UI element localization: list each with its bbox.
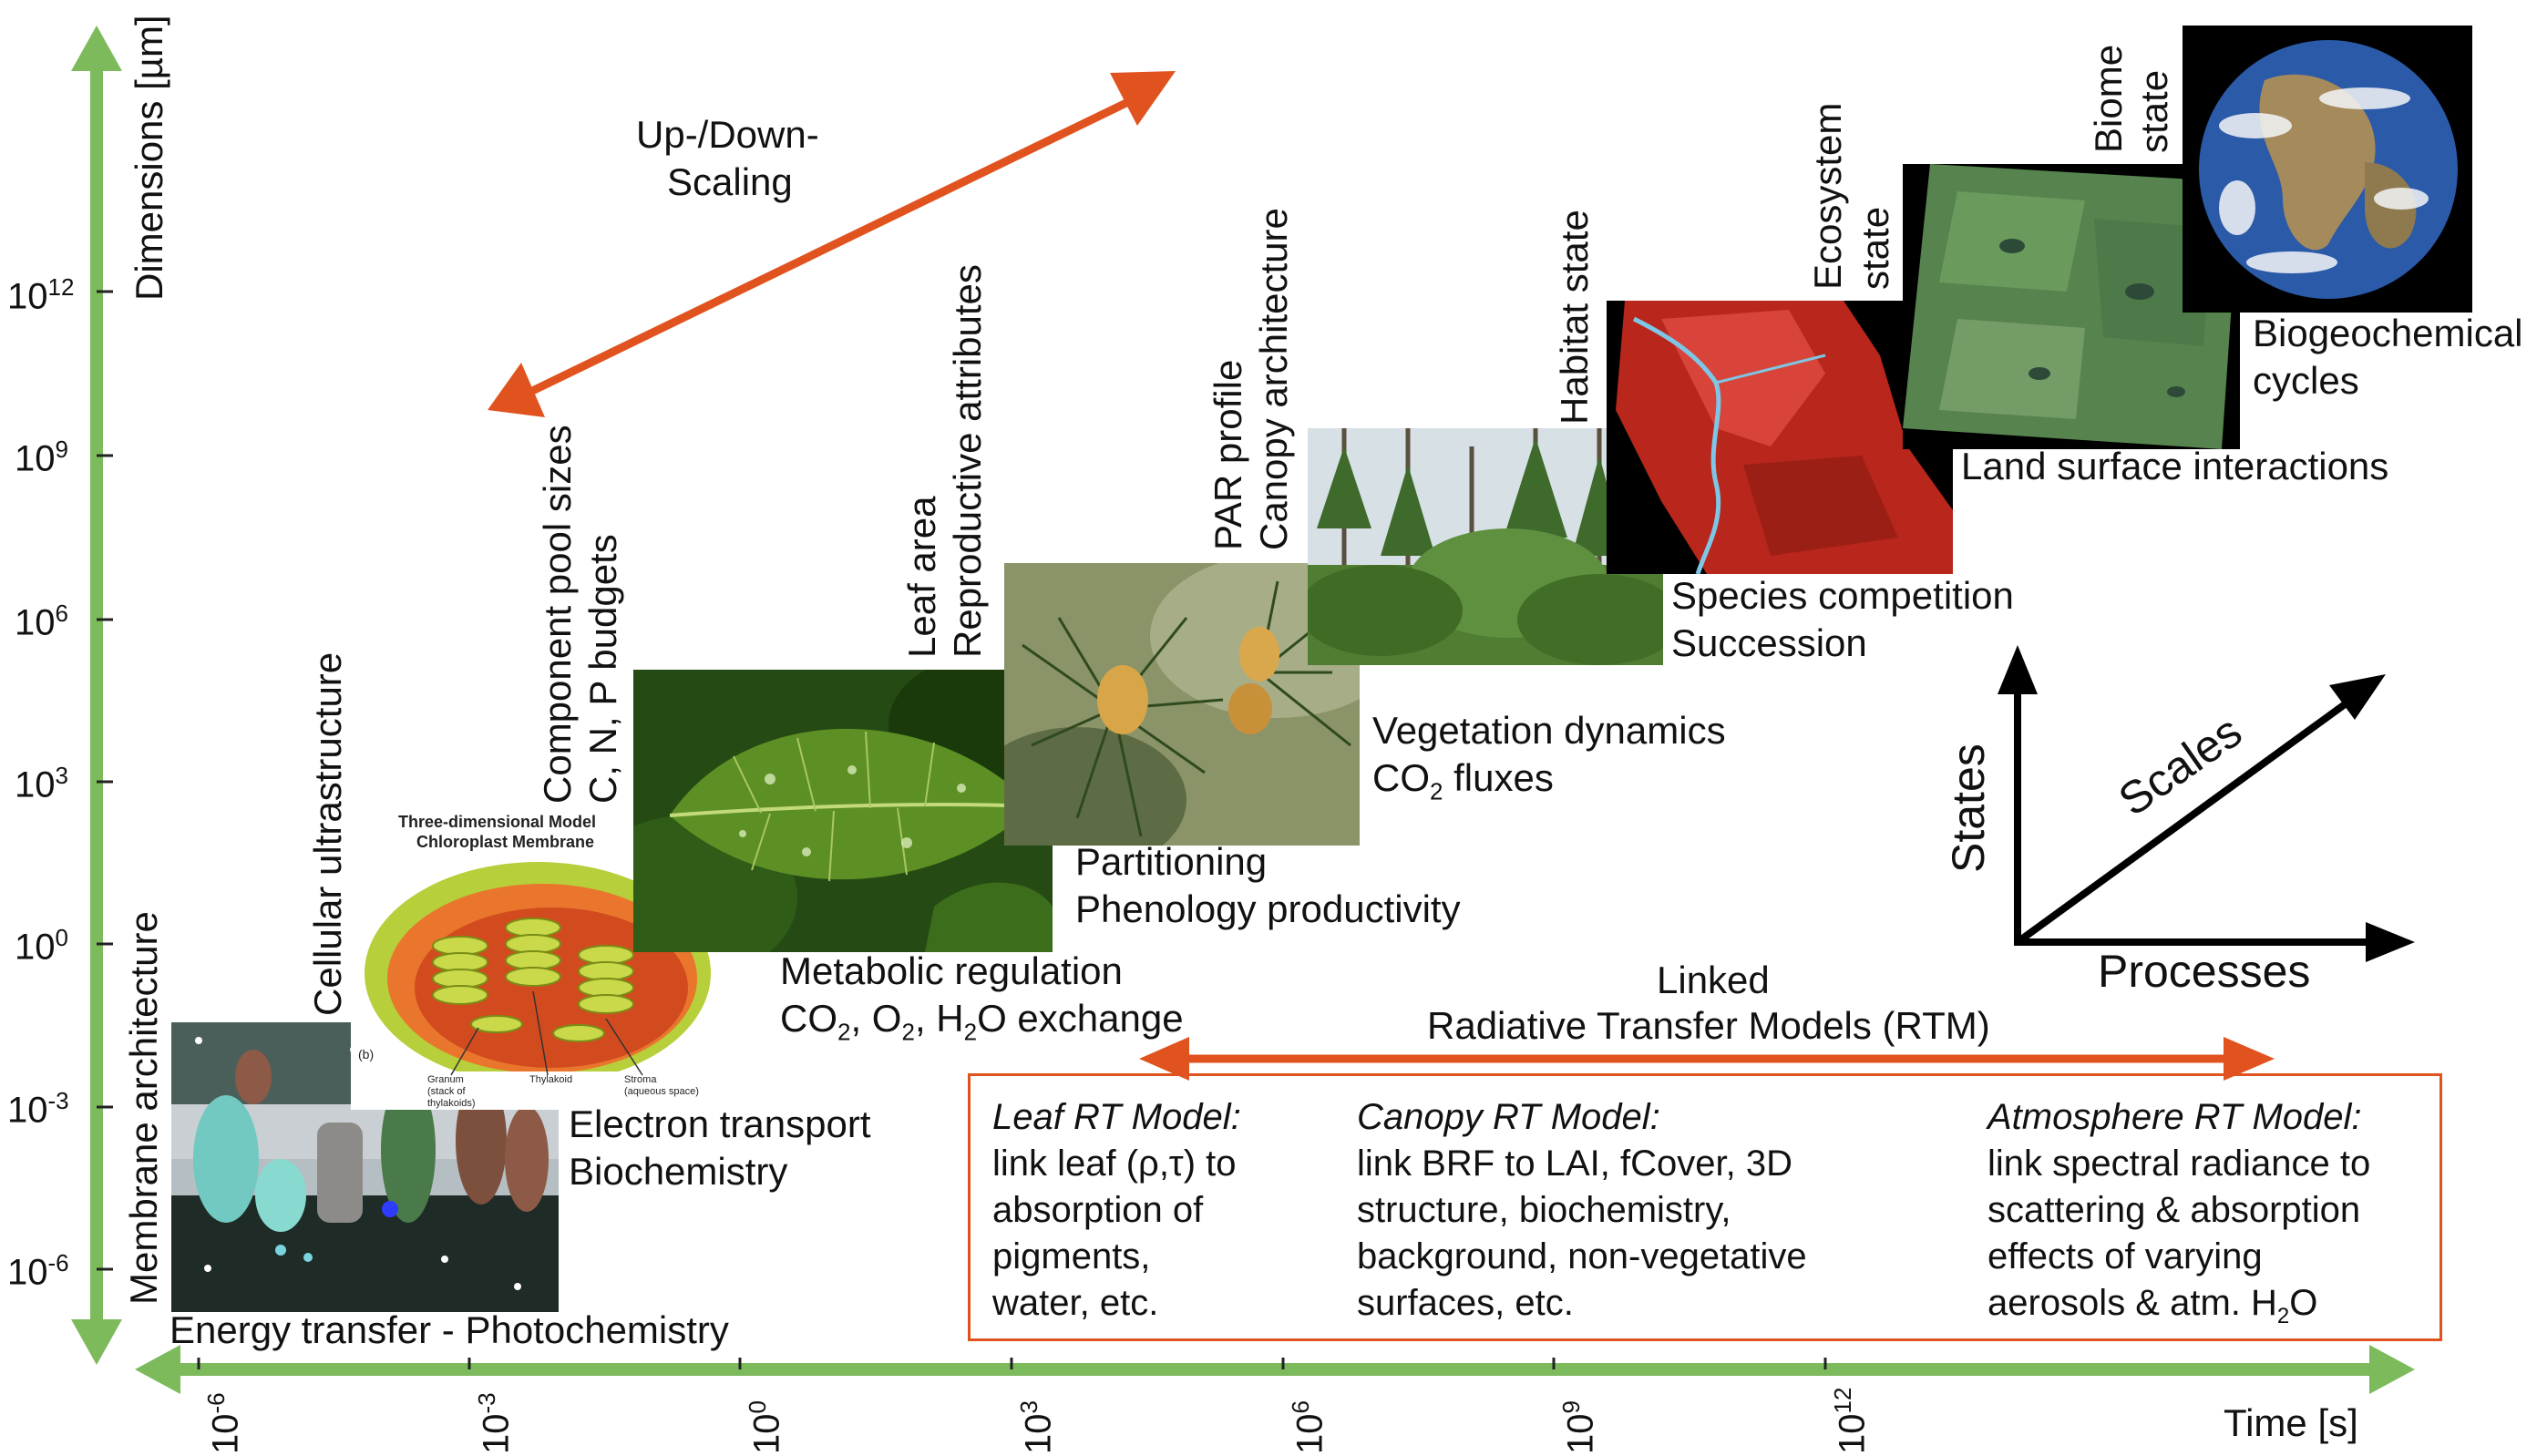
x-tick-label: 10-6 (202, 1392, 246, 1454)
x-tick-label: 10-3 (473, 1392, 517, 1454)
x-tick-label: 106 (1287, 1400, 1330, 1454)
atmosphere-rt-heading: Atmosphere RT Model: (1987, 1097, 2362, 1137)
landscape-image (1903, 164, 2240, 449)
rtm-arrowhead-left (1139, 1037, 1189, 1081)
leaf-rt-line: pigments, (992, 1236, 1151, 1277)
earth-image (2183, 26, 2472, 313)
scales-arrowhead (2329, 674, 2386, 720)
x-tick-label: 109 (1557, 1400, 1601, 1454)
y-tick-label: 10-6 (7, 1249, 69, 1293)
scaling-arrowhead-lower (488, 363, 545, 417)
y-tick-label: 106 (15, 600, 68, 643)
atmosphere-rt-line: scattering & absorption (1987, 1190, 2361, 1230)
x-axis-arrowhead-left (135, 1345, 180, 1394)
rtm-title-line2: Radiative Transfer Models (RTM) (1427, 1004, 1990, 1047)
canopy-process-label-2: CO2 fluxes (1372, 756, 1554, 805)
habitat-process-label-2: Succession (1671, 621, 1867, 664)
canopy-state-label-2: Canopy architecture (1252, 208, 1295, 550)
canopy-rt-heading: Canopy RT Model: (1357, 1097, 1660, 1137)
canopy-process-label-1: Vegetation dynamics (1372, 709, 1726, 752)
canopy-rt-line: background, non-vegetative (1357, 1236, 1807, 1277)
chloroplast-title-2: Chloroplast Membrane (416, 833, 594, 851)
y-tick-label: 10-3 (7, 1087, 69, 1131)
leaf-image (633, 670, 1053, 952)
canopy-state-label-1: PAR profile (1207, 359, 1249, 550)
rtm-box: Leaf RT Model: link leaf (ρ,τ) to absorp… (968, 1073, 2442, 1341)
biome-process-label-1: Biogeochemical (2253, 312, 2523, 354)
habitat-state-label: Habitat state (1553, 210, 1596, 425)
canopy-rt-model: Canopy RT Model: link BRF to LAI, fCover… (1357, 1094, 1807, 1327)
scaling-arrowhead-upper (1110, 71, 1176, 126)
rtm-title-line1: Linked (1657, 959, 1770, 1001)
y-tick-label: 103 (15, 762, 68, 805)
atmosphere-rt-line: link spectral radiance to (1987, 1143, 2371, 1184)
biome-state-label-1: Biome (2087, 44, 2130, 153)
habitat-image (1607, 301, 1953, 574)
scaling-label-line1: Up-/Down- (636, 113, 819, 156)
biome-process-label-2: cycles (2253, 359, 2359, 402)
canopy-rt-line: structure, biochemistry, (1357, 1190, 1731, 1230)
cell-state-label: Cellular ultrastructure (306, 651, 349, 1016)
scaling-label-line2: Scaling (667, 160, 793, 203)
y-tick-label: 1012 (7, 273, 75, 317)
processes-arrowhead (2366, 922, 2415, 962)
x-tick-label: 100 (744, 1400, 787, 1454)
cell-process-label-2: Biochemistry (569, 1150, 788, 1193)
x-tick-label: 103 (1015, 1400, 1059, 1454)
y-axis-arrowhead-bottom (71, 1319, 122, 1365)
canopy-rt-line: surfaces, etc. (1357, 1283, 1574, 1323)
chloroplast-granum-3: thylakoids) (427, 1098, 476, 1109)
chloroplast-stroma-2: (aqueous space) (624, 1086, 699, 1097)
leaf-rt-line: water, etc. (992, 1283, 1159, 1323)
membrane-process-label: Energy transfer - Photochemistry (169, 1308, 729, 1351)
membrane-state-label: Membrane architecture (122, 911, 165, 1305)
cell-process-label-1: Electron transport (569, 1102, 871, 1145)
leaf-rt-line: absorption of (992, 1190, 1204, 1230)
habitat-process-label-1: Species competition (1671, 574, 2014, 617)
forest-image (1308, 428, 1663, 665)
ecosystem-state-label-2: state (1854, 206, 1896, 290)
leaf-state-label-1: Component pool sizes (536, 425, 579, 804)
chloroplast-thylakoid: Thylakoid (529, 1074, 572, 1085)
leaf-process-label-1: Metabolic regulation (780, 949, 1123, 992)
shoot-state-label-2: Reproductive attributes (946, 264, 989, 658)
x-axis-arrowhead-right (2369, 1345, 2415, 1394)
chloroplast-title-1: Three-dimensional Model (398, 813, 596, 831)
shoot-process-label-1: Partitioning (1075, 840, 1268, 883)
y-tick-label: 109 (15, 436, 68, 479)
scaling-arrow (525, 96, 1134, 398)
atmosphere-rt-line-last: aerosols & atm. H2O (1987, 1283, 2318, 1328)
biome-state-label-2: state (2132, 69, 2175, 153)
atmosphere-rt-line: effects of varying (1987, 1236, 2263, 1277)
pine-image (1004, 563, 1360, 846)
y-tick-label: 100 (15, 924, 68, 968)
y-axis-arrowhead-top (71, 26, 122, 71)
chloroplast-granum: Granum (427, 1074, 464, 1085)
states-arrowhead (1998, 645, 2038, 694)
rtm-arrowhead-right (2224, 1037, 2275, 1081)
y-axis-label: Dimensions [µm] (128, 15, 170, 301)
scales-axis (2015, 696, 2354, 946)
chloroplast-image: Three-dimensional Model Chloroplast Memb… (351, 809, 724, 1110)
ecosystem-state-label-1: Ecosystem (1806, 102, 1849, 290)
leaf-rt-line: link leaf (ρ,τ) to (992, 1143, 1237, 1184)
chloroplast-granum-2: (stack of (427, 1086, 467, 1097)
shoot-process-label-2: Phenology productivity (1075, 887, 1461, 930)
canopy-rt-line: link BRF to LAI, fCover, 3D (1357, 1143, 1792, 1184)
chloroplast-stroma: Stroma (624, 1074, 657, 1085)
atmosphere-rt-model: Atmosphere RT Model: link spectral radia… (1987, 1094, 2370, 1339)
leaf-state-label-2: C, N, P budgets (581, 534, 624, 804)
chloroplast-tag: (b) (358, 1047, 374, 1061)
states-label: States (1943, 743, 1994, 873)
leaf-rt-heading: Leaf RT Model: (992, 1097, 1241, 1137)
leaf-process-label-2: CO2, O2, H2O exchange (780, 997, 1184, 1046)
x-tick-label: 1012 (1829, 1387, 1873, 1454)
processes-label: Processes (2098, 946, 2311, 997)
leaf-rt-model: Leaf RT Model: link leaf (ρ,τ) to absorp… (992, 1094, 1241, 1327)
shoot-state-label-1: Leaf area (900, 496, 943, 658)
ecosystem-process-label: Land surface interactions (1961, 445, 2389, 487)
x-axis-label: Time [s] (2224, 1401, 2358, 1444)
